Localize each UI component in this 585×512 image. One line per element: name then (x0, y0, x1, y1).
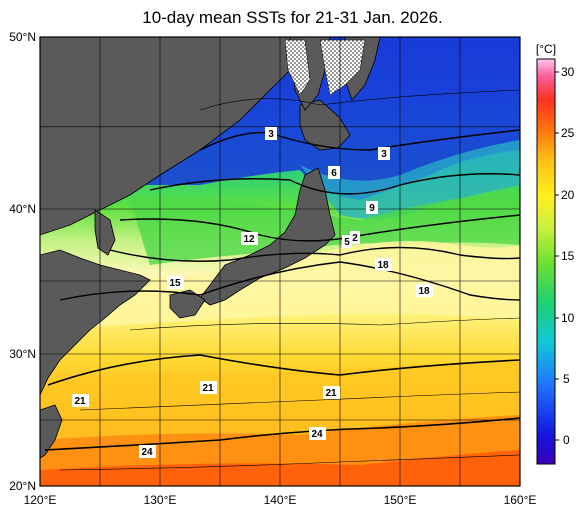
longitude-labels: 120°E 130°E 140°E 150°E 160°E (24, 493, 537, 507)
isotherm-label: 18 (377, 260, 389, 271)
colorbar-tick: 25 (561, 126, 575, 140)
taiwan-region (40, 404, 63, 459)
lon-label: 130°E (144, 493, 177, 507)
lat-label: 20°N (9, 479, 36, 493)
honshu (199, 167, 336, 306)
sst-field: 3 3 6 9 12 5 2 15 18 18 21 21 21 (40, 37, 520, 486)
colorbar-tick: 30 (561, 65, 575, 79)
isotherm-label: 21 (202, 383, 214, 394)
lon-label: 140°E (264, 493, 297, 507)
map-title: 10-day mean SSTs for 21-31 Jan. 2026. (142, 8, 443, 27)
lat-label: 40°N (9, 202, 36, 216)
colorbar-tick: 10 (561, 311, 575, 325)
latitude-labels: 50°N 40°N 30°N 20°N (9, 30, 36, 493)
colorbar-tick: 5 (563, 372, 570, 386)
china-coast (40, 249, 151, 396)
isotherm-label: 12 (243, 234, 255, 245)
colorbar-tick: 20 (561, 188, 575, 202)
isotherm-label: 21 (74, 396, 86, 407)
lat-label: 50°N (9, 30, 36, 44)
lon-label: 120°E (24, 493, 57, 507)
isotherm-label: 5 (344, 237, 350, 248)
colorbar: [°C] 30 25 20 15 10 5 0 (536, 42, 575, 465)
isotherm-label: 9 (369, 203, 375, 214)
colorbar-tick: 0 (563, 433, 570, 447)
colorbar-tick: 15 (561, 249, 575, 263)
isotherm-label: 15 (169, 278, 181, 289)
isotherm-label: 3 (268, 129, 274, 140)
colorbar-scale (536, 58, 556, 465)
isotherm-label: 24 (141, 447, 153, 458)
isotherm-label: 3 (381, 149, 387, 160)
isotherm-label: 18 (418, 286, 430, 297)
colorbar-unit: [°C] (536, 42, 556, 56)
lat-label: 30°N (9, 347, 36, 361)
sea-ice-west (284, 39, 311, 96)
graticule (40, 37, 520, 486)
lon-label: 150°E (384, 493, 417, 507)
isotherm-label: 24 (311, 429, 323, 440)
lon-label: 160°E (504, 493, 537, 507)
kyushu (169, 289, 206, 319)
map-frame (39, 36, 521, 487)
isotherm-label: 21 (325, 388, 337, 399)
sea-ice-okhotsk (319, 39, 366, 96)
isotherm-label: 2 (352, 233, 358, 244)
isotherm-label: 6 (331, 168, 337, 179)
isotherm-labels: 3 3 6 9 12 5 2 15 18 18 21 21 21 (72, 127, 433, 458)
